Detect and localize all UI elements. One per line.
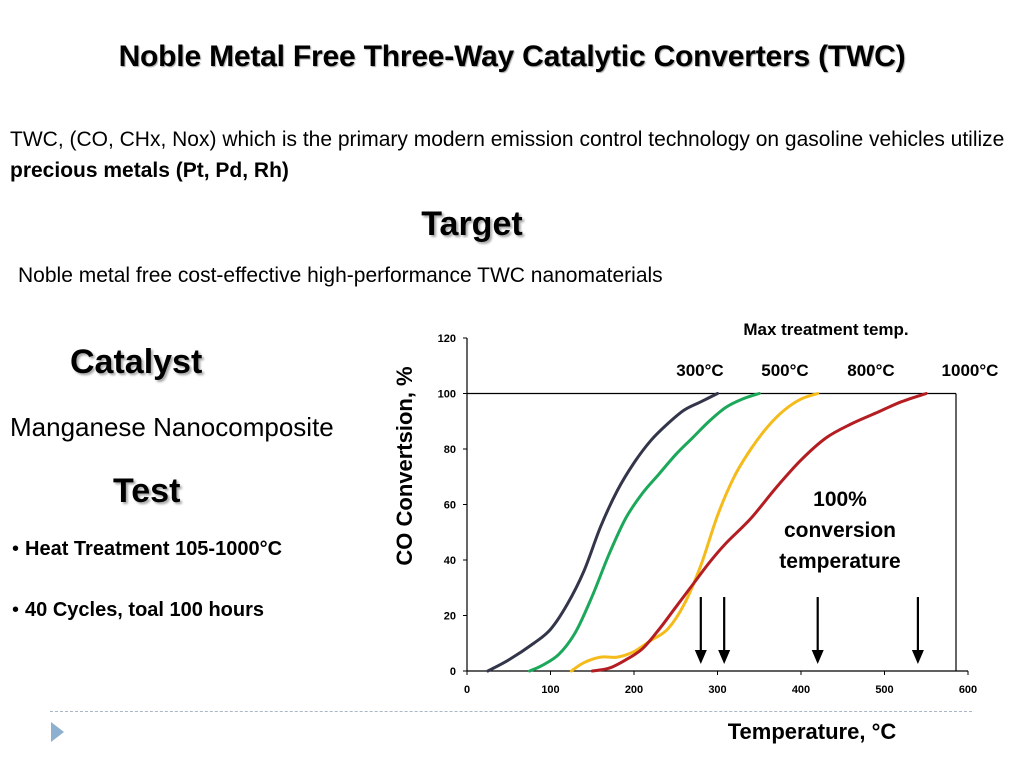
x-tick-label: 400 [792, 684, 810, 696]
x-tick-label: 600 [959, 684, 977, 696]
legend-label: 500°C [761, 361, 808, 380]
bullet-text: Heat Treatment 105-1000°C [25, 538, 283, 560]
y-tick-label: 100 [438, 389, 456, 401]
legend-label: 1000°C [942, 361, 999, 380]
y-tick-label: 60 [444, 500, 456, 512]
legend-label: 300°C [676, 361, 723, 380]
x-axis-title: Temperature, °C [728, 719, 897, 744]
annotation-line: conversion [784, 519, 896, 542]
y-tick-label: 40 [444, 555, 456, 567]
series-line-0 [486, 392, 719, 673]
y-tick-label: 20 [444, 611, 456, 623]
catalyst-heading: Catalyst [70, 343, 203, 381]
series-line-3 [590, 392, 928, 673]
footer-divider [50, 711, 972, 712]
arrow-down-icon [718, 650, 731, 664]
series-line-1 [528, 392, 761, 673]
bullet-item: • Heat Treatment 105-1000°C [12, 538, 282, 561]
intro-bold-text: precious metals (Pt, Pd, Rh) [10, 159, 289, 182]
x-tick-label: 300 [708, 684, 726, 696]
arrow-down-icon [694, 650, 707, 664]
x-tick-label: 500 [875, 684, 893, 696]
x-tick-label: 200 [625, 684, 643, 696]
bullet-text: 40 Cycles, toal 100 hours [25, 599, 265, 621]
intro-paragraph: TWC, (CO, CHx, Nox) which is the primary… [10, 124, 1010, 186]
annotation-line: 100% [813, 488, 867, 511]
legend-label: 800°C [847, 361, 894, 380]
arrow-down-icon [811, 650, 824, 664]
bullet-dot-icon: • [12, 538, 20, 560]
annotation-line: temperature [779, 550, 900, 573]
bullet-item: • 40 Cycles, toal 100 hours [12, 599, 264, 622]
x-tick-label: 100 [541, 684, 559, 696]
y-tick-label: 0 [450, 666, 456, 678]
legend-title: Max treatment temp. [743, 320, 908, 339]
target-heading: Target [421, 205, 523, 243]
bullet-dot-icon: • [12, 599, 20, 621]
play-triangle-icon[interactable] [51, 722, 64, 742]
test-heading: Test [113, 472, 181, 510]
y-axis-title: CO Convertsion, % [392, 366, 417, 565]
y-tick-label: 120 [438, 333, 456, 345]
intro-text: TWC, (CO, CHx, Nox) which is the primary… [10, 128, 1005, 151]
x-tick-label: 0 [464, 684, 470, 696]
target-text: Noble metal free cost-effective high-per… [18, 264, 663, 287]
arrow-down-icon [911, 650, 924, 664]
slide-title: Noble Metal Free Three-Way Catalytic Con… [118, 40, 906, 73]
catalyst-text: Manganese Nanocomposite [10, 412, 334, 442]
y-tick-label: 80 [444, 444, 456, 456]
